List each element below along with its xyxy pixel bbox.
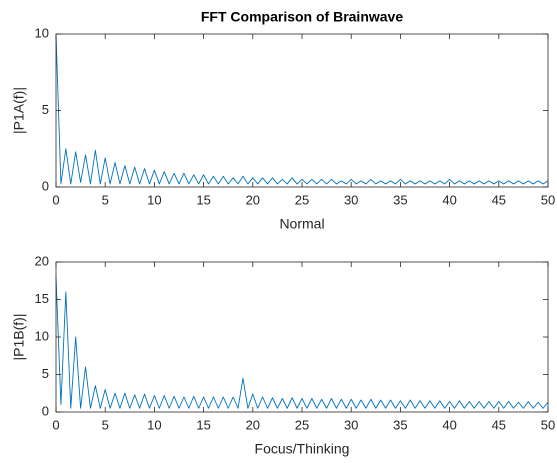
y-tick-label: 10 bbox=[35, 25, 49, 40]
x-tick-label: 25 bbox=[295, 192, 309, 207]
x-tick-label: 0 bbox=[52, 417, 59, 432]
x-tick-label: 30 bbox=[344, 192, 358, 207]
y-tick-label: 0 bbox=[42, 178, 49, 193]
y-tick-label: 20 bbox=[35, 253, 49, 268]
x-tick-label: 5 bbox=[102, 417, 109, 432]
y-tick-label: 5 bbox=[42, 102, 49, 117]
x-tick-label: 35 bbox=[393, 417, 407, 432]
x-tick-label: 40 bbox=[442, 417, 456, 432]
y-axis-label: |P1A(f)| bbox=[11, 87, 27, 134]
x-tick-label: 50 bbox=[541, 192, 555, 207]
y-axis-label: |P1B(f)| bbox=[11, 314, 27, 361]
x-axis-label: Normal bbox=[279, 216, 324, 232]
chart-title: FFT Comparison of Brainwave bbox=[201, 9, 403, 25]
x-tick-label: 45 bbox=[492, 417, 506, 432]
x-tick-label: 45 bbox=[492, 192, 506, 207]
spectrum-line bbox=[55, 276, 549, 409]
x-tick-label: 15 bbox=[196, 417, 210, 432]
axes-background bbox=[56, 34, 548, 187]
x-tick-label: 30 bbox=[344, 417, 358, 432]
y-tick-label: 5 bbox=[42, 366, 49, 381]
y-tick-label: 15 bbox=[35, 291, 49, 306]
x-tick-label: 35 bbox=[393, 192, 407, 207]
x-tick-label: 5 bbox=[102, 192, 109, 207]
x-tick-label: 10 bbox=[147, 192, 161, 207]
x-tick-label: 20 bbox=[246, 192, 260, 207]
x-tick-label: 20 bbox=[246, 417, 260, 432]
x-tick-label: 25 bbox=[295, 417, 309, 432]
x-tick-label: 40 bbox=[442, 192, 456, 207]
y-tick-label: 10 bbox=[35, 328, 49, 343]
y-tick-label: 0 bbox=[42, 403, 49, 418]
x-tick-label: 15 bbox=[196, 192, 210, 207]
x-tick-label: 0 bbox=[52, 192, 59, 207]
x-tick-label: 10 bbox=[147, 417, 161, 432]
x-axis-label: Focus/Thinking bbox=[255, 441, 350, 457]
axes-background bbox=[56, 262, 548, 412]
x-tick-label: 50 bbox=[541, 417, 555, 432]
spectrum-line bbox=[55, 33, 549, 185]
